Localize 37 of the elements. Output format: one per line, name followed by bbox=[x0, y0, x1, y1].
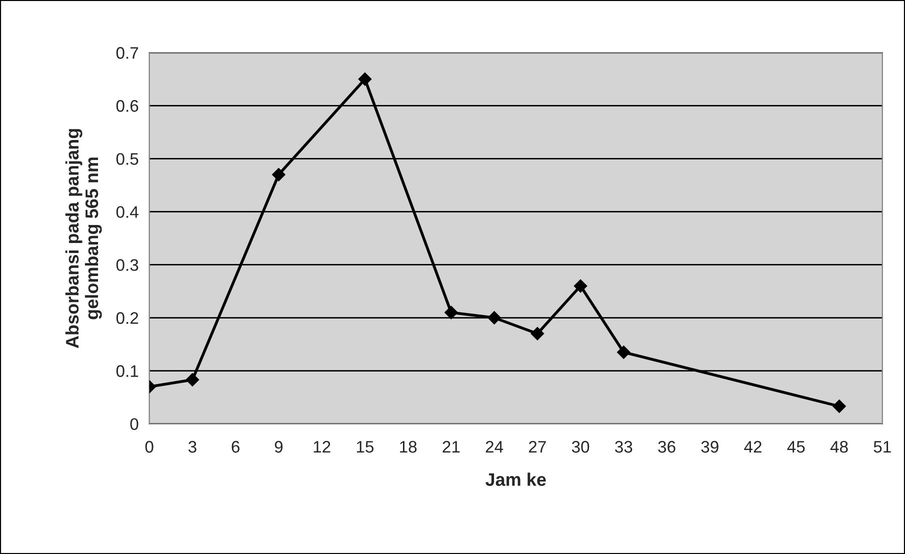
point bbox=[358, 72, 372, 86]
point bbox=[444, 306, 458, 320]
x-axis-title: Jam ke bbox=[486, 472, 546, 486]
point bbox=[272, 168, 286, 182]
x-tick-label: 6 bbox=[232, 440, 240, 453]
y-tick-label: 0.5 bbox=[116, 153, 138, 165]
x-tick-label: 48 bbox=[830, 440, 848, 453]
y-tick-label: 0.1 bbox=[116, 365, 138, 377]
x-tick-label: 51 bbox=[874, 441, 891, 453]
point bbox=[574, 279, 588, 293]
point bbox=[617, 346, 630, 359]
y-tick-label: 0.3 bbox=[116, 259, 138, 271]
x-tick-label: 42 bbox=[744, 440, 762, 453]
point bbox=[186, 373, 200, 386]
y-tick-label: 0.6 bbox=[116, 100, 138, 112]
x-tick-label: 27 bbox=[528, 440, 546, 453]
y-axis-title: Absorbansi pada panjang gelombang 565 nm bbox=[65, 129, 102, 348]
x-tick-label: 30 bbox=[572, 440, 590, 453]
y-tick-label: 0.7 bbox=[116, 47, 138, 59]
x-tick-label: 18 bbox=[400, 440, 417, 453]
x-tick-label: 0 bbox=[145, 440, 154, 453]
y-tick-label: 0.4 bbox=[116, 206, 138, 218]
x-tick-label: 12 bbox=[314, 440, 330, 453]
x-tick-label: 3 bbox=[188, 440, 196, 453]
y-tick-label: 0 bbox=[130, 418, 138, 430]
x-tick-label: 21 bbox=[442, 440, 460, 453]
x-tick-label: 39 bbox=[701, 440, 718, 453]
x-tick-label: 45 bbox=[787, 441, 805, 453]
x-tick-label: 9 bbox=[274, 440, 283, 453]
point bbox=[832, 400, 846, 413]
x-tick-label: 15 bbox=[356, 441, 374, 453]
x-tick-label: 36 bbox=[658, 440, 676, 453]
point bbox=[530, 327, 544, 340]
y-tick-label: 0.2 bbox=[116, 312, 138, 324]
x-tick-label: 24 bbox=[486, 440, 504, 453]
x-tick-label: 33 bbox=[615, 440, 632, 453]
point bbox=[488, 311, 501, 324]
